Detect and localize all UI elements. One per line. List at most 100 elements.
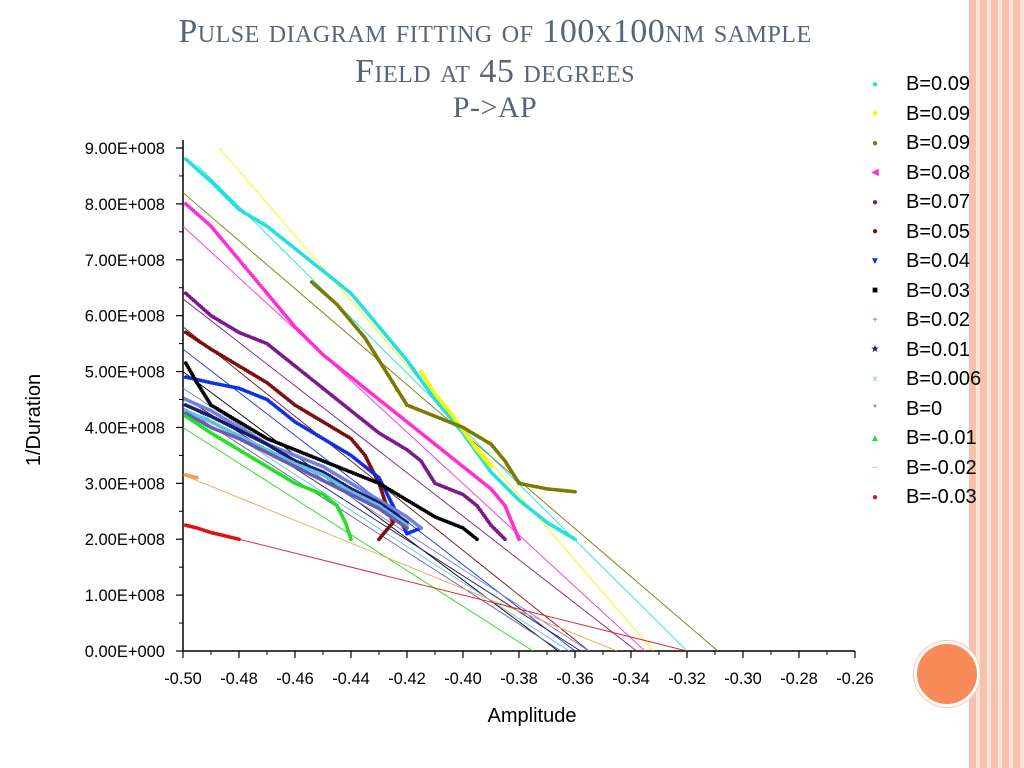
y-tick-label: 3.00E+008 — [85, 475, 165, 493]
legend-marker-icon: ▼ — [870, 255, 880, 267]
chart-legend: ● B=0.09 ● B=0.09 ● B=0.09 ◀ B=0.08 ● B=0.07 ● B=0.… — [860, 70, 1024, 513]
legend-item: ◀ B=0.08 — [860, 159, 1024, 189]
title-line-2: Field at 45 degrees — [355, 53, 635, 90]
legend-item: ▲ B=-0.01 — [860, 424, 1024, 454]
y-tick-label: 5.00E+008 — [85, 364, 165, 382]
fit-line-12 — [183, 427, 534, 651]
legend-marker-icon: ● — [871, 137, 879, 149]
title-line-3: P->AP — [452, 91, 538, 124]
data-point — [573, 489, 577, 494]
data-point — [349, 537, 353, 542]
x-tick-label: -0.38 — [500, 670, 538, 688]
legend-item: ● B=-0.03 — [860, 483, 1024, 513]
legend-marker-icon: + — [872, 314, 878, 326]
data-point — [503, 537, 507, 542]
fit-line-14 — [183, 524, 688, 651]
legend-label: B=0.04 — [906, 250, 970, 273]
y-tick-label: 1.00E+008 — [85, 587, 165, 605]
series-4 — [183, 291, 507, 542]
decorative-circle — [914, 641, 980, 707]
data-point — [377, 537, 381, 542]
legend-marker-icon: ● — [871, 108, 879, 120]
x-tick-label: -0.48 — [220, 670, 258, 688]
x-tick-label: -0.28 — [780, 670, 818, 688]
fit-line-11 — [183, 407, 562, 651]
series-13 — [183, 473, 199, 480]
legend-label: B=0.09 — [906, 73, 970, 96]
legend-item: ● B=0.07 — [860, 188, 1024, 218]
legend-item: ● B=0.09 — [860, 100, 1024, 130]
legend-label: B=0.07 — [906, 191, 970, 214]
legend-item: ● B=0.09 — [860, 129, 1024, 159]
legend-label: B=0.05 — [906, 220, 970, 243]
legend-label: B=-0.02 — [906, 456, 977, 479]
x-axis-label: Amplitude — [488, 705, 577, 727]
plot-area — [183, 147, 719, 651]
x-tick-label: -0.46 — [276, 670, 314, 688]
legend-item: * B=0 — [860, 395, 1024, 425]
legend-label: B=0.02 — [906, 309, 970, 332]
fit-line-3 — [183, 225, 646, 651]
y-tick-label: 4.00E+008 — [85, 419, 165, 437]
series-3 — [183, 201, 521, 542]
fit-line-8 — [183, 387, 590, 651]
x-tick-label: -0.40 — [444, 670, 482, 688]
legend-label: B=0.01 — [906, 338, 970, 361]
title-line-1: Pulse diagram fitting of 100x100nm sampl… — [178, 13, 812, 50]
fit-line-13 — [183, 474, 618, 651]
legend-label: B=0.006 — [906, 368, 982, 391]
legend-item: ● B=0.09 — [860, 70, 1024, 100]
series-2 — [309, 280, 577, 494]
series-0 — [183, 157, 577, 542]
y-tick-label: 9.00E+008 — [85, 140, 165, 158]
legend-marker-icon: ● — [871, 78, 879, 90]
series-14 — [183, 523, 241, 542]
legend-marker-icon: × — [872, 373, 878, 385]
x-tick-label: -0.32 — [668, 670, 706, 688]
y-tick-label: 7.00E+008 — [85, 252, 165, 270]
data-point — [195, 475, 199, 480]
legend-marker-icon: ● — [871, 226, 879, 238]
x-tick-label: -0.26 — [836, 670, 874, 688]
x-tick-label: -0.42 — [388, 670, 426, 688]
series-12 — [183, 414, 353, 542]
y-tick-label: 8.00E+008 — [85, 196, 165, 214]
legend-item: ★ B=0.01 — [860, 336, 1024, 366]
legend-item: ■ B=0.03 — [860, 277, 1024, 307]
legend-marker-icon: ● — [871, 491, 879, 503]
legend-marker-icon: ▲ — [870, 432, 880, 444]
data-point — [573, 537, 577, 542]
legend-marker-icon: ★ — [870, 344, 880, 356]
legend-marker-icon: ◀ — [871, 167, 879, 179]
x-tick-label: -0.50 — [164, 670, 202, 688]
data-point — [475, 537, 479, 542]
legend-item: × B=0.006 — [860, 365, 1024, 395]
legend-marker-icon: ■ — [871, 285, 879, 297]
legend-marker-icon: * — [873, 403, 877, 415]
data-point — [237, 537, 241, 542]
legend-item: – B=-0.02 — [860, 454, 1024, 484]
data-point — [419, 526, 423, 530]
legend-label: B=-0.03 — [906, 486, 977, 509]
series-1 — [419, 369, 493, 469]
legend-label: B=0.08 — [906, 161, 970, 184]
series-11 — [183, 411, 409, 530]
y-axis-label: 1/Duration — [23, 374, 45, 466]
data-point — [405, 526, 409, 530]
x-tick-label: -0.44 — [332, 670, 370, 688]
legend-label: B=0.03 — [906, 279, 970, 302]
y-tick-label: 6.00E+008 — [85, 308, 165, 326]
x-tick-label: -0.36 — [556, 670, 594, 688]
fit-line-7 — [183, 371, 559, 651]
legend-label: B=-0.01 — [906, 427, 977, 450]
legend-marker-icon: – — [872, 462, 878, 474]
legend-marker-icon: ● — [871, 196, 879, 208]
data-point — [489, 464, 493, 469]
fit-line-9 — [183, 396, 581, 651]
series-7 — [183, 361, 479, 542]
x-tick-label: -0.34 — [612, 670, 650, 688]
legend-label: B=0 — [906, 397, 943, 420]
legend-item: ● B=0.05 — [860, 218, 1024, 248]
y-tick-label: 0.00E+000 — [85, 643, 165, 661]
